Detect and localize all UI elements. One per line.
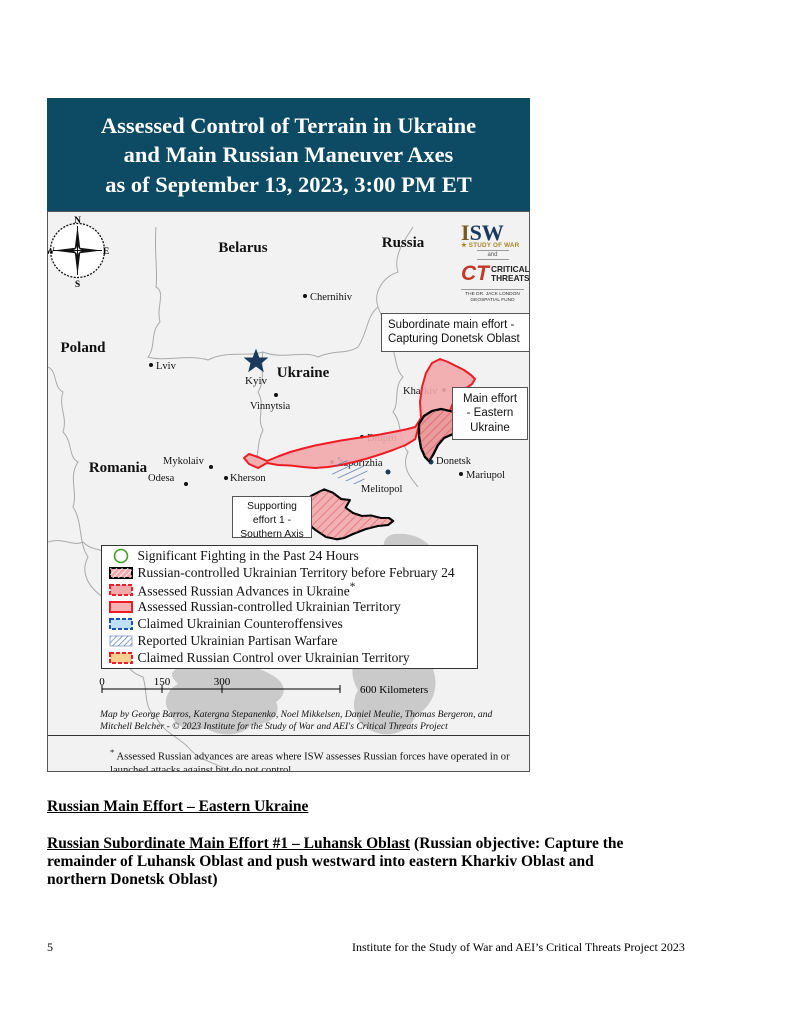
svg-text:Mykolaiv: Mykolaiv (163, 456, 205, 467)
svg-text:S: S (75, 280, 80, 290)
svg-text:Kherson: Kherson (230, 473, 266, 484)
svg-text:Lviv: Lviv (156, 361, 177, 372)
svg-text:Kyiv: Kyiv (245, 375, 268, 387)
svg-text:0: 0 (99, 676, 105, 688)
svg-text:E: E (103, 247, 109, 257)
svg-text:150: 150 (154, 676, 171, 688)
svg-text:Vinnytsia: Vinnytsia (250, 401, 291, 412)
svg-text:300: 300 (214, 676, 231, 688)
svg-text:Odesa: Odesa (148, 473, 175, 484)
svg-text:Poland: Poland (60, 340, 106, 356)
svg-text:600 Kilometers: 600 Kilometers (360, 684, 428, 696)
svg-text:N: N (74, 216, 81, 226)
svg-text:Romania: Romania (89, 460, 148, 476)
svg-text:Chernihiv: Chernihiv (310, 292, 353, 303)
svg-text:Donetsk: Donetsk (436, 456, 472, 467)
svg-text:W: W (48, 247, 55, 257)
svg-text:Russia: Russia (382, 235, 425, 251)
svg-text:Ukraine: Ukraine (277, 365, 330, 381)
svg-text:Mariupol: Mariupol (466, 470, 505, 481)
svg-text:Melitopol: Melitopol (361, 484, 402, 495)
svg-text:Belarus: Belarus (218, 240, 267, 256)
